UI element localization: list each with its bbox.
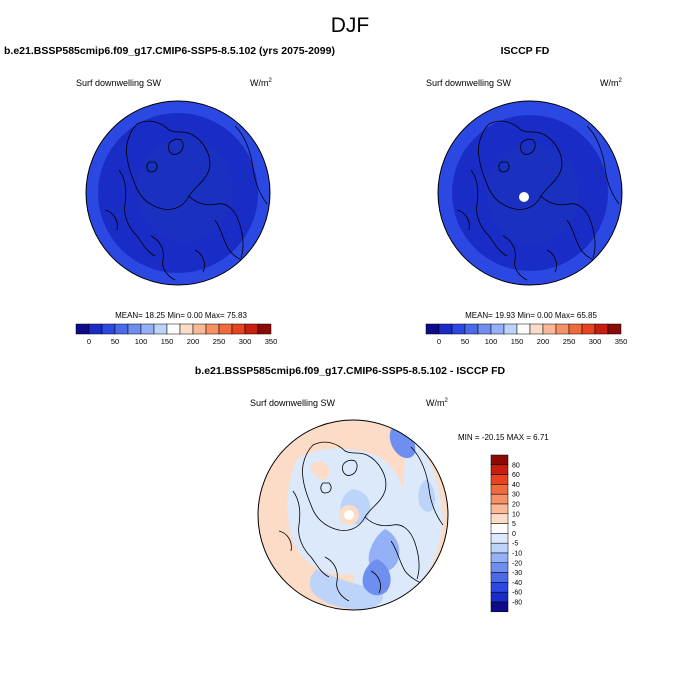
left-colorbar-swatch-3 — [114, 323, 129, 335]
right-panel-title: ISCCP FD — [500, 45, 550, 57]
left-colorbar-tick-1: 50 — [111, 337, 119, 346]
diff-colorbar-tick-8: -5 — [512, 541, 518, 548]
diff-colorbar-swatch-0 — [490, 454, 509, 466]
right-colorbar-swatch-7 — [516, 323, 531, 335]
diff-colorbar-swatch-1 — [490, 464, 509, 475]
left-colorbar-swatch-1 — [88, 323, 103, 335]
diff-colorbar-swatch-5 — [490, 503, 509, 515]
diff-colorbar-tick-14: -80 — [512, 600, 522, 607]
left-colorbar-swatch-9 — [192, 323, 207, 335]
diff-colorbar-tick-10: -20 — [512, 560, 522, 567]
right-polar-map — [437, 100, 623, 286]
diff-colorbar-tick-5: 10 — [512, 511, 520, 518]
diff-colorbar-swatch-10 — [490, 552, 509, 564]
left-colorbar-swatch-6 — [153, 323, 168, 335]
left-colorbar-swatch-12 — [231, 323, 246, 335]
right-colorbar-swatch-13 — [594, 323, 609, 335]
right-colorbar-swatch-10 — [555, 323, 570, 335]
right-variable-label: Surf downwelling SW — [426, 78, 512, 88]
right-colorbar-tick-5: 250 — [563, 337, 576, 346]
left-colorbar: 0 50 100 150 200 250 300 350 — [75, 323, 278, 346]
left-colorbar-swatch-2 — [101, 323, 116, 335]
right-colorbar-tick-2: 100 — [485, 337, 498, 346]
diff-colorbar-tick-4: 20 — [512, 502, 520, 509]
diff-colorbar-swatch-3 — [490, 484, 509, 495]
diff-colorbar-swatch-11 — [490, 562, 509, 573]
right-colorbar-tick-3: 150 — [511, 337, 524, 346]
diff-variable-label: Surf downwelling SW — [250, 398, 336, 408]
diff-colorbar-swatch-13 — [490, 582, 509, 593]
right-colorbar-tick-4: 200 — [537, 337, 550, 346]
diff-panel-title: b.e21.BSSP585cmip6.f09_g17.CMIP6-SSP5-8.… — [194, 365, 506, 377]
left-colorbar-swatch-8 — [179, 323, 194, 335]
left-polar-map — [85, 100, 271, 286]
right-colorbar-swatch-6 — [503, 323, 518, 335]
left-colorbar-swatch-10 — [205, 323, 220, 335]
diff-colorbar-tick-13: -60 — [512, 590, 522, 597]
right-colorbar-swatch-14 — [607, 323, 622, 335]
diff-colorbar-tick-12: -40 — [512, 580, 522, 587]
diff-colorbar-swatch-9 — [490, 542, 509, 554]
left-colorbar-tick-6: 300 — [239, 337, 252, 346]
diff-colorbar-tick-1: 60 — [512, 472, 520, 479]
right-colorbar-swatch-1 — [438, 323, 453, 335]
left-colorbar-tick-3: 150 — [161, 337, 174, 346]
left-units-label: W/m2 — [250, 78, 272, 88]
left-colorbar-tick-2: 100 — [135, 337, 148, 346]
right-colorbar-swatch-4 — [477, 323, 492, 335]
diff-colorbar-swatch-14 — [490, 591, 509, 603]
right-colorbar-swatch-12 — [581, 323, 596, 335]
left-variable-label: Surf downwelling SW — [76, 78, 162, 88]
right-colorbar-swatch-0 — [425, 323, 440, 335]
right-colorbar-tick-7: 350 — [615, 337, 628, 346]
left-colorbar-tick-7: 350 — [265, 337, 278, 346]
diff-colorbar-swatch-7 — [490, 523, 509, 534]
right-colorbar-tick-0: 0 — [437, 337, 441, 346]
right-units-label: W/m2 — [600, 78, 622, 88]
diff-polar-map — [257, 419, 449, 611]
right-colorbar-swatch-11 — [568, 323, 583, 335]
diff-colorbar-tick-3: 30 — [512, 492, 520, 499]
left-colorbar-tick-4: 200 — [187, 337, 200, 346]
left-colorbar-swatch-0 — [75, 323, 90, 335]
left-colorbar-tick-5: 250 — [213, 337, 226, 346]
right-colorbar: 0 50 100 150 200 250 300 350 — [425, 323, 628, 346]
diff-colorbar-tick-11: -30 — [512, 570, 522, 577]
diff-units-label: W/m2 — [426, 398, 448, 408]
diff-colorbar-swatch-4 — [490, 493, 509, 505]
diff-colorbar-tick-7: 0 — [512, 531, 516, 538]
diff-colorbar-tick-9: -10 — [512, 551, 522, 558]
diff-colorbar-swatch-8 — [490, 533, 509, 544]
diff-colorbar-tick-6: 5 — [512, 521, 516, 528]
diff-colorbar-swatch-12 — [490, 572, 509, 583]
diff-colorbar: 80 60 40 30 20 10 5 0 -5 -10 -20 -30 -40 -60 -80 — [490, 454, 522, 613]
left-stats: MEAN= 18.25 Min= 0.00 Max= 75.83 — [115, 311, 247, 320]
left-colorbar-tick-0: 0 — [87, 337, 91, 346]
diff-colorbar-swatch-6 — [490, 513, 509, 524]
right-colorbar-swatch-2 — [451, 323, 466, 335]
main-title: DJF — [330, 14, 370, 37]
left-colorbar-swatch-13 — [244, 323, 259, 335]
left-colorbar-swatch-4 — [127, 323, 142, 335]
left-colorbar-swatch-14 — [257, 323, 272, 335]
left-colorbar-swatch-11 — [218, 323, 233, 335]
diff-colorbar-swatch-2 — [490, 474, 509, 485]
diff-colorbar-tick-2: 40 — [512, 482, 520, 489]
left-colorbar-swatch-7 — [166, 323, 181, 335]
right-colorbar-swatch-5 — [490, 323, 505, 335]
right-colorbar-tick-1: 50 — [461, 337, 469, 346]
right-colorbar-swatch-3 — [464, 323, 479, 335]
right-colorbar-swatch-8 — [529, 323, 544, 335]
right-colorbar-swatch-9 — [542, 323, 557, 335]
left-colorbar-swatch-5 — [140, 323, 155, 335]
diff-colorbar-tick-0: 80 — [512, 462, 520, 469]
diff-stats: MIN = -20.15 MAX = 6.71 — [458, 433, 549, 442]
right-colorbar-tick-6: 300 — [589, 337, 602, 346]
right-stats: MEAN= 19.93 Min= 0.00 Max= 65.85 — [465, 311, 597, 320]
left-panel-title: b.e21.BSSP585cmip6.f09_g17.CMIP6-SSP5-8.… — [4, 45, 335, 57]
diff-colorbar-swatch-15 — [490, 601, 509, 613]
